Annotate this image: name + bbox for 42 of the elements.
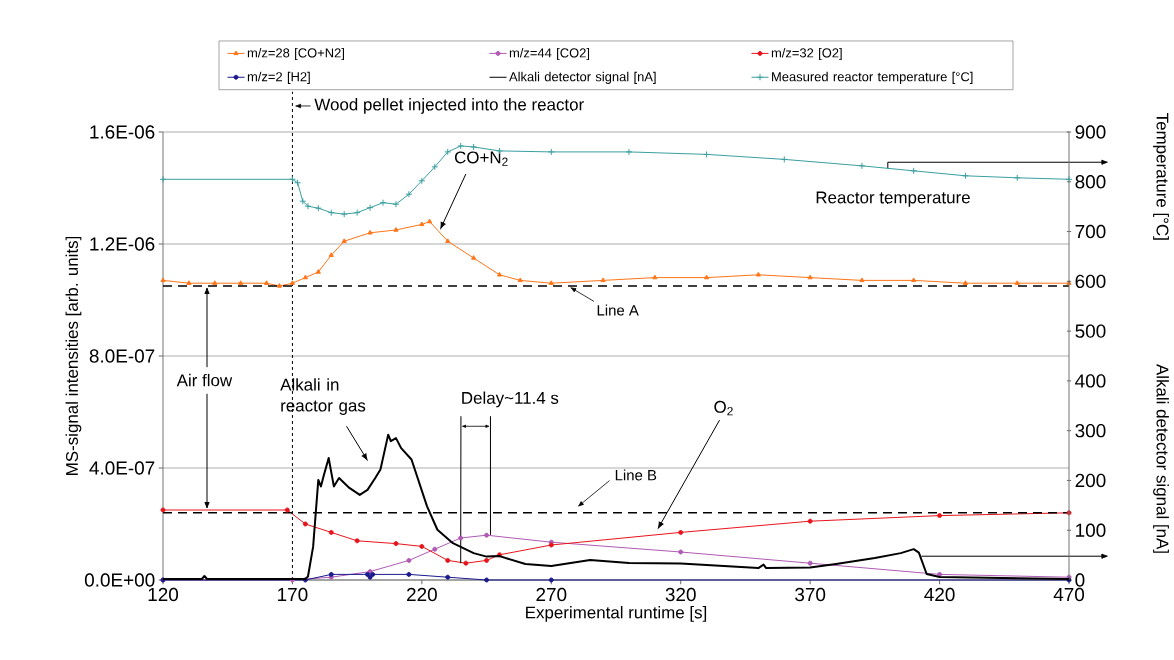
- x-tick-label: 470: [1053, 587, 1085, 602]
- x-axis-title: Experimental runtime [s]: [526, 606, 707, 622]
- legend-label: Alkali detector signal [nA]: [509, 71, 656, 84]
- annotation: Delay~11.4 s: [462, 391, 559, 408]
- ref-line-label: Line A: [597, 304, 639, 316]
- legend-label: m/z=28 [CO+N2]: [247, 47, 344, 61]
- y2-tick-label: 500: [1075, 324, 1106, 338]
- x-tick-label: 270: [536, 587, 567, 602]
- y-tick-label: 0.0E+00: [84, 573, 155, 587]
- y2-tick-label: 0: [1075, 573, 1085, 587]
- x-tick-label: 320: [665, 587, 696, 602]
- annotation: Air flow: [176, 373, 233, 387]
- x-tick-label: 220: [407, 587, 437, 602]
- y2-tick-label: 300: [1075, 423, 1106, 438]
- x-tick-label: 370: [795, 587, 826, 602]
- x-tick-label: 170: [278, 587, 308, 602]
- y2-tick-label: 200: [1075, 473, 1106, 488]
- y2-tick-label: 600: [1075, 274, 1106, 289]
- y2-tick-label: 700: [1075, 224, 1106, 239]
- annotation: O$_{2}$: [714, 400, 733, 416]
- ref-line-label: Wood pellet injected into the reactor: [314, 98, 584, 114]
- ref-line-label: Line B: [615, 469, 657, 481]
- y-tick-label: 8.0E-07: [89, 349, 155, 363]
- legend-label: m/z=44 [CO2]: [509, 47, 590, 61]
- annotation: Alkali in reactor gas: [280, 378, 366, 415]
- y2-tick-label: 100: [1076, 523, 1106, 537]
- y2-tick-label: 400: [1075, 374, 1106, 388]
- annotation: CO+N$_{2}$: [454, 151, 508, 166]
- x-tick-label: 420: [924, 587, 955, 602]
- legend-label: Measured reactor temperature [°C]: [772, 71, 973, 84]
- y-tick-label: 4.0E-07: [89, 461, 155, 475]
- y2-tick-label: 900: [1075, 125, 1106, 139]
- y-axis-title: MS-signal intensities [arb. units]: [65, 236, 82, 475]
- annotation: Reactor temperature: [816, 191, 970, 207]
- text: Alkali detector signal [nA]: [1153, 363, 1169, 553]
- y-tick-label: 1.6E-06: [90, 125, 155, 139]
- y2-tick-label: 800: [1075, 175, 1106, 189]
- legend-label: m/z=2 [H2]: [247, 71, 310, 84]
- y-tick-label: 1.2E-06: [90, 237, 155, 251]
- x-tick-label: 120: [148, 587, 179, 602]
- legend-label: m/z=32 [O2]: [771, 47, 842, 61]
- y2-axis-title: Temperature [°C]: [1153, 113, 1169, 240]
